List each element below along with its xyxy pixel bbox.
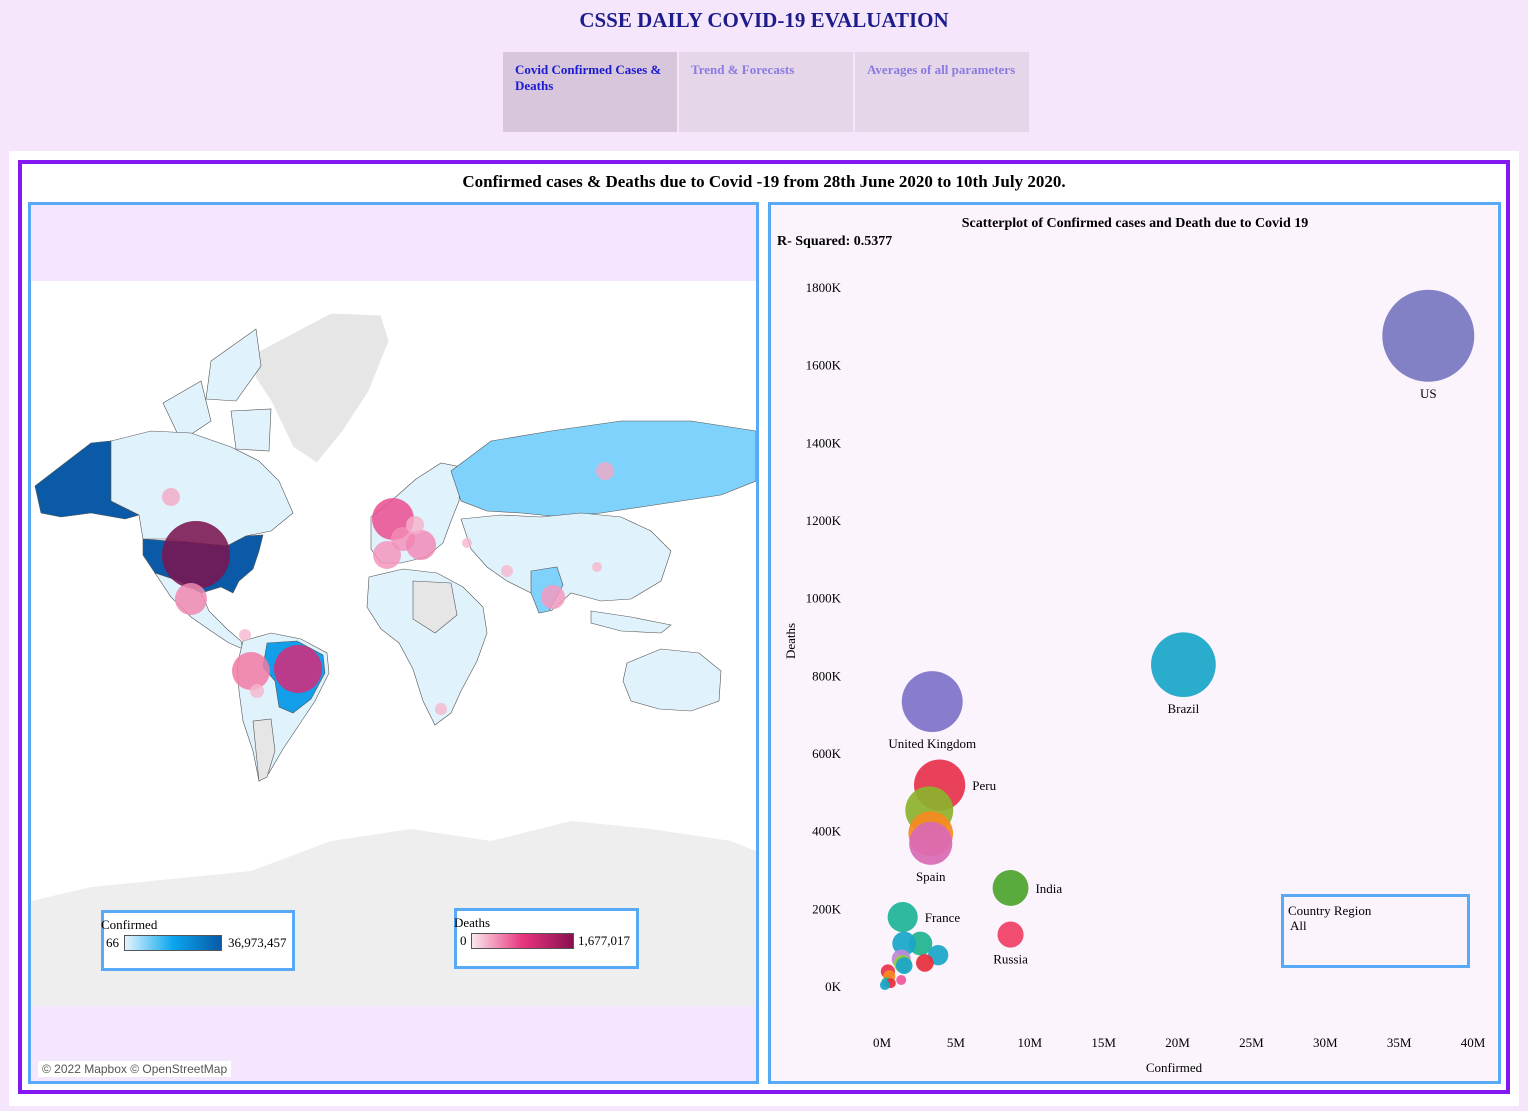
tab-bar: Covid Confirmed Cases & Deaths Trend & F…	[503, 52, 1029, 132]
confirmed-gradient-bar	[124, 935, 222, 951]
country-region-filter[interactable]: Country Region All	[1281, 894, 1470, 968]
bubble-iran	[501, 565, 513, 577]
bubble-usa	[162, 521, 230, 589]
x-axis-ticks: 0M 5M 10M 15M 20M 25M 30M 35M 40M	[873, 1035, 1486, 1050]
deaths-legend-min: 0	[460, 933, 467, 948]
confirmed-legend-min: 66	[106, 935, 119, 950]
bubble-spain	[373, 541, 401, 569]
y-axis-ticks: 0K 200K 400K 600K 800K 1000K 1200K 1400K 1600K 18…	[806, 280, 842, 994]
bubble-mexico	[175, 583, 207, 615]
y-tick-label-5: 1000K	[806, 591, 842, 606]
world-map[interactable]	[31, 281, 756, 1006]
point-label-6: Spain	[916, 869, 946, 884]
scatter-point-22[interactable]	[879, 980, 890, 991]
scatter-point-2[interactable]	[901, 671, 963, 733]
bubble-turkey	[462, 538, 472, 548]
y-axis-label: Deaths	[783, 623, 798, 659]
point-label-3: Peru	[972, 778, 996, 793]
x-tick-label-4: 20M	[1165, 1035, 1190, 1050]
y-tick-label-2: 400K	[812, 824, 842, 839]
bubble-colombia	[239, 629, 251, 641]
x-tick-label-3: 15M	[1091, 1035, 1116, 1050]
scatter-point-13[interactable]	[892, 931, 917, 956]
x-tick-label-2: 10M	[1017, 1035, 1042, 1050]
bubble-russia	[596, 462, 614, 480]
filter-title: Country Region	[1288, 903, 1372, 918]
page-title: CSSE DAILY COVID-19 EVALUATION	[579, 8, 949, 32]
point-label-9: France	[925, 910, 961, 925]
scatter-point-7[interactable]	[992, 870, 1029, 906]
chart-title: Scatterplot of Confirmed cases and Death…	[962, 216, 1308, 231]
y-tick-label-3: 600K	[812, 746, 842, 761]
y-tick-label-7: 1400K	[806, 435, 842, 450]
x-tick-label-0: 0M	[873, 1035, 892, 1050]
scatter-chart[interactable]: Scatterplot of Confirmed cases and Death…	[771, 205, 1498, 1081]
scatter-point-6[interactable]	[909, 821, 953, 865]
deaths-legend-title: Deaths	[454, 915, 491, 930]
bubble-india	[541, 585, 565, 609]
deaths-gradient-bar	[471, 933, 574, 949]
bubble-peru	[232, 652, 270, 690]
scatter-point-17[interactable]	[896, 975, 907, 986]
scatter-point-9[interactable]	[887, 902, 918, 933]
x-axis-label: Confirmed	[1146, 1060, 1203, 1075]
deaths-legend: Deaths 0 1,677,017	[454, 908, 639, 969]
bubble-brazil	[274, 645, 322, 693]
confirmed-legend-title: Confirmed	[101, 917, 158, 932]
world-map-svg[interactable]	[31, 281, 756, 1006]
x-tick-label-6: 30M	[1313, 1035, 1338, 1050]
confirmed-legend: Confirmed 66 36,973,457	[101, 910, 295, 971]
bubble-germany	[406, 516, 424, 534]
bubble-south-africa	[435, 703, 447, 715]
point-label-1: Brazil	[1168, 701, 1200, 716]
dashboard-frame	[18, 160, 1510, 1094]
point-label-8: Russia	[993, 952, 1028, 967]
r-squared-annotation: R- Squared: 0.5377	[777, 234, 892, 249]
dashboard-title: Confirmed cases & Deaths due to Covid -1…	[462, 172, 1066, 191]
southeast-asia-region	[590, 610, 672, 634]
bubble-china	[592, 562, 602, 572]
bubble-canada	[162, 488, 180, 506]
tab-averages[interactable]: Averages of all parameters	[855, 52, 1029, 132]
scatter-point-12[interactable]	[908, 931, 933, 956]
scatter-point-16[interactable]	[895, 957, 913, 974]
central-africa-region	[412, 580, 458, 634]
point-label-2: United Kingdom	[888, 736, 976, 751]
point-label-7: India	[1035, 881, 1062, 896]
y-tick-label-1: 200K	[812, 901, 842, 916]
canada-arctic-region	[162, 328, 272, 452]
scatter-point-11[interactable]	[916, 954, 934, 972]
point-label-0: US	[1420, 386, 1437, 401]
filter-value[interactable]: All	[1290, 918, 1307, 933]
y-tick-label-0: 0K	[825, 979, 842, 994]
asia-region	[460, 512, 672, 612]
scatter-point-8[interactable]	[997, 921, 1024, 948]
y-tick-label-8: 1600K	[806, 358, 842, 373]
map-attribution[interactable]: © 2022 Mapbox © OpenStreetMap	[38, 1061, 232, 1077]
scatter-point-1[interactable]	[1151, 632, 1216, 698]
y-tick-label-9: 1800K	[806, 280, 842, 295]
australia-region	[622, 648, 722, 712]
southern-cone-region	[252, 718, 276, 782]
scatter-point-0[interactable]	[1382, 289, 1475, 382]
scatter-points	[879, 289, 1475, 991]
tab-confirmed-cases-deaths[interactable]: Covid Confirmed Cases & Deaths	[503, 52, 677, 132]
x-tick-label-5: 25M	[1239, 1035, 1264, 1050]
tab-trend-forecasts[interactable]: Trend & Forecasts	[679, 52, 853, 132]
bubble-chile	[250, 684, 264, 698]
map-panel[interactable]: Confirmed 66 36,973,457 Deaths 0 1,677,0…	[28, 202, 759, 1084]
x-tick-label-8: 40M	[1461, 1035, 1486, 1050]
scatter-panel[interactable]: Scatterplot of Confirmed cases and Death…	[768, 202, 1501, 1084]
scatter-point-labels: US Brazil United Kingdom Peru Spain India Fran…	[888, 386, 1436, 967]
deaths-legend-max: 1,677,017	[578, 933, 630, 948]
africa-region	[366, 568, 488, 726]
y-tick-label-4: 800K	[812, 668, 842, 683]
confirmed-legend-max: 36,973,457	[228, 935, 287, 950]
bubble-italy	[406, 530, 436, 560]
x-tick-label-7: 35M	[1387, 1035, 1412, 1050]
x-tick-label-1: 5M	[947, 1035, 966, 1050]
greenland-region	[254, 312, 390, 464]
canada-region	[110, 430, 294, 547]
y-tick-label-6: 1200K	[806, 513, 842, 528]
